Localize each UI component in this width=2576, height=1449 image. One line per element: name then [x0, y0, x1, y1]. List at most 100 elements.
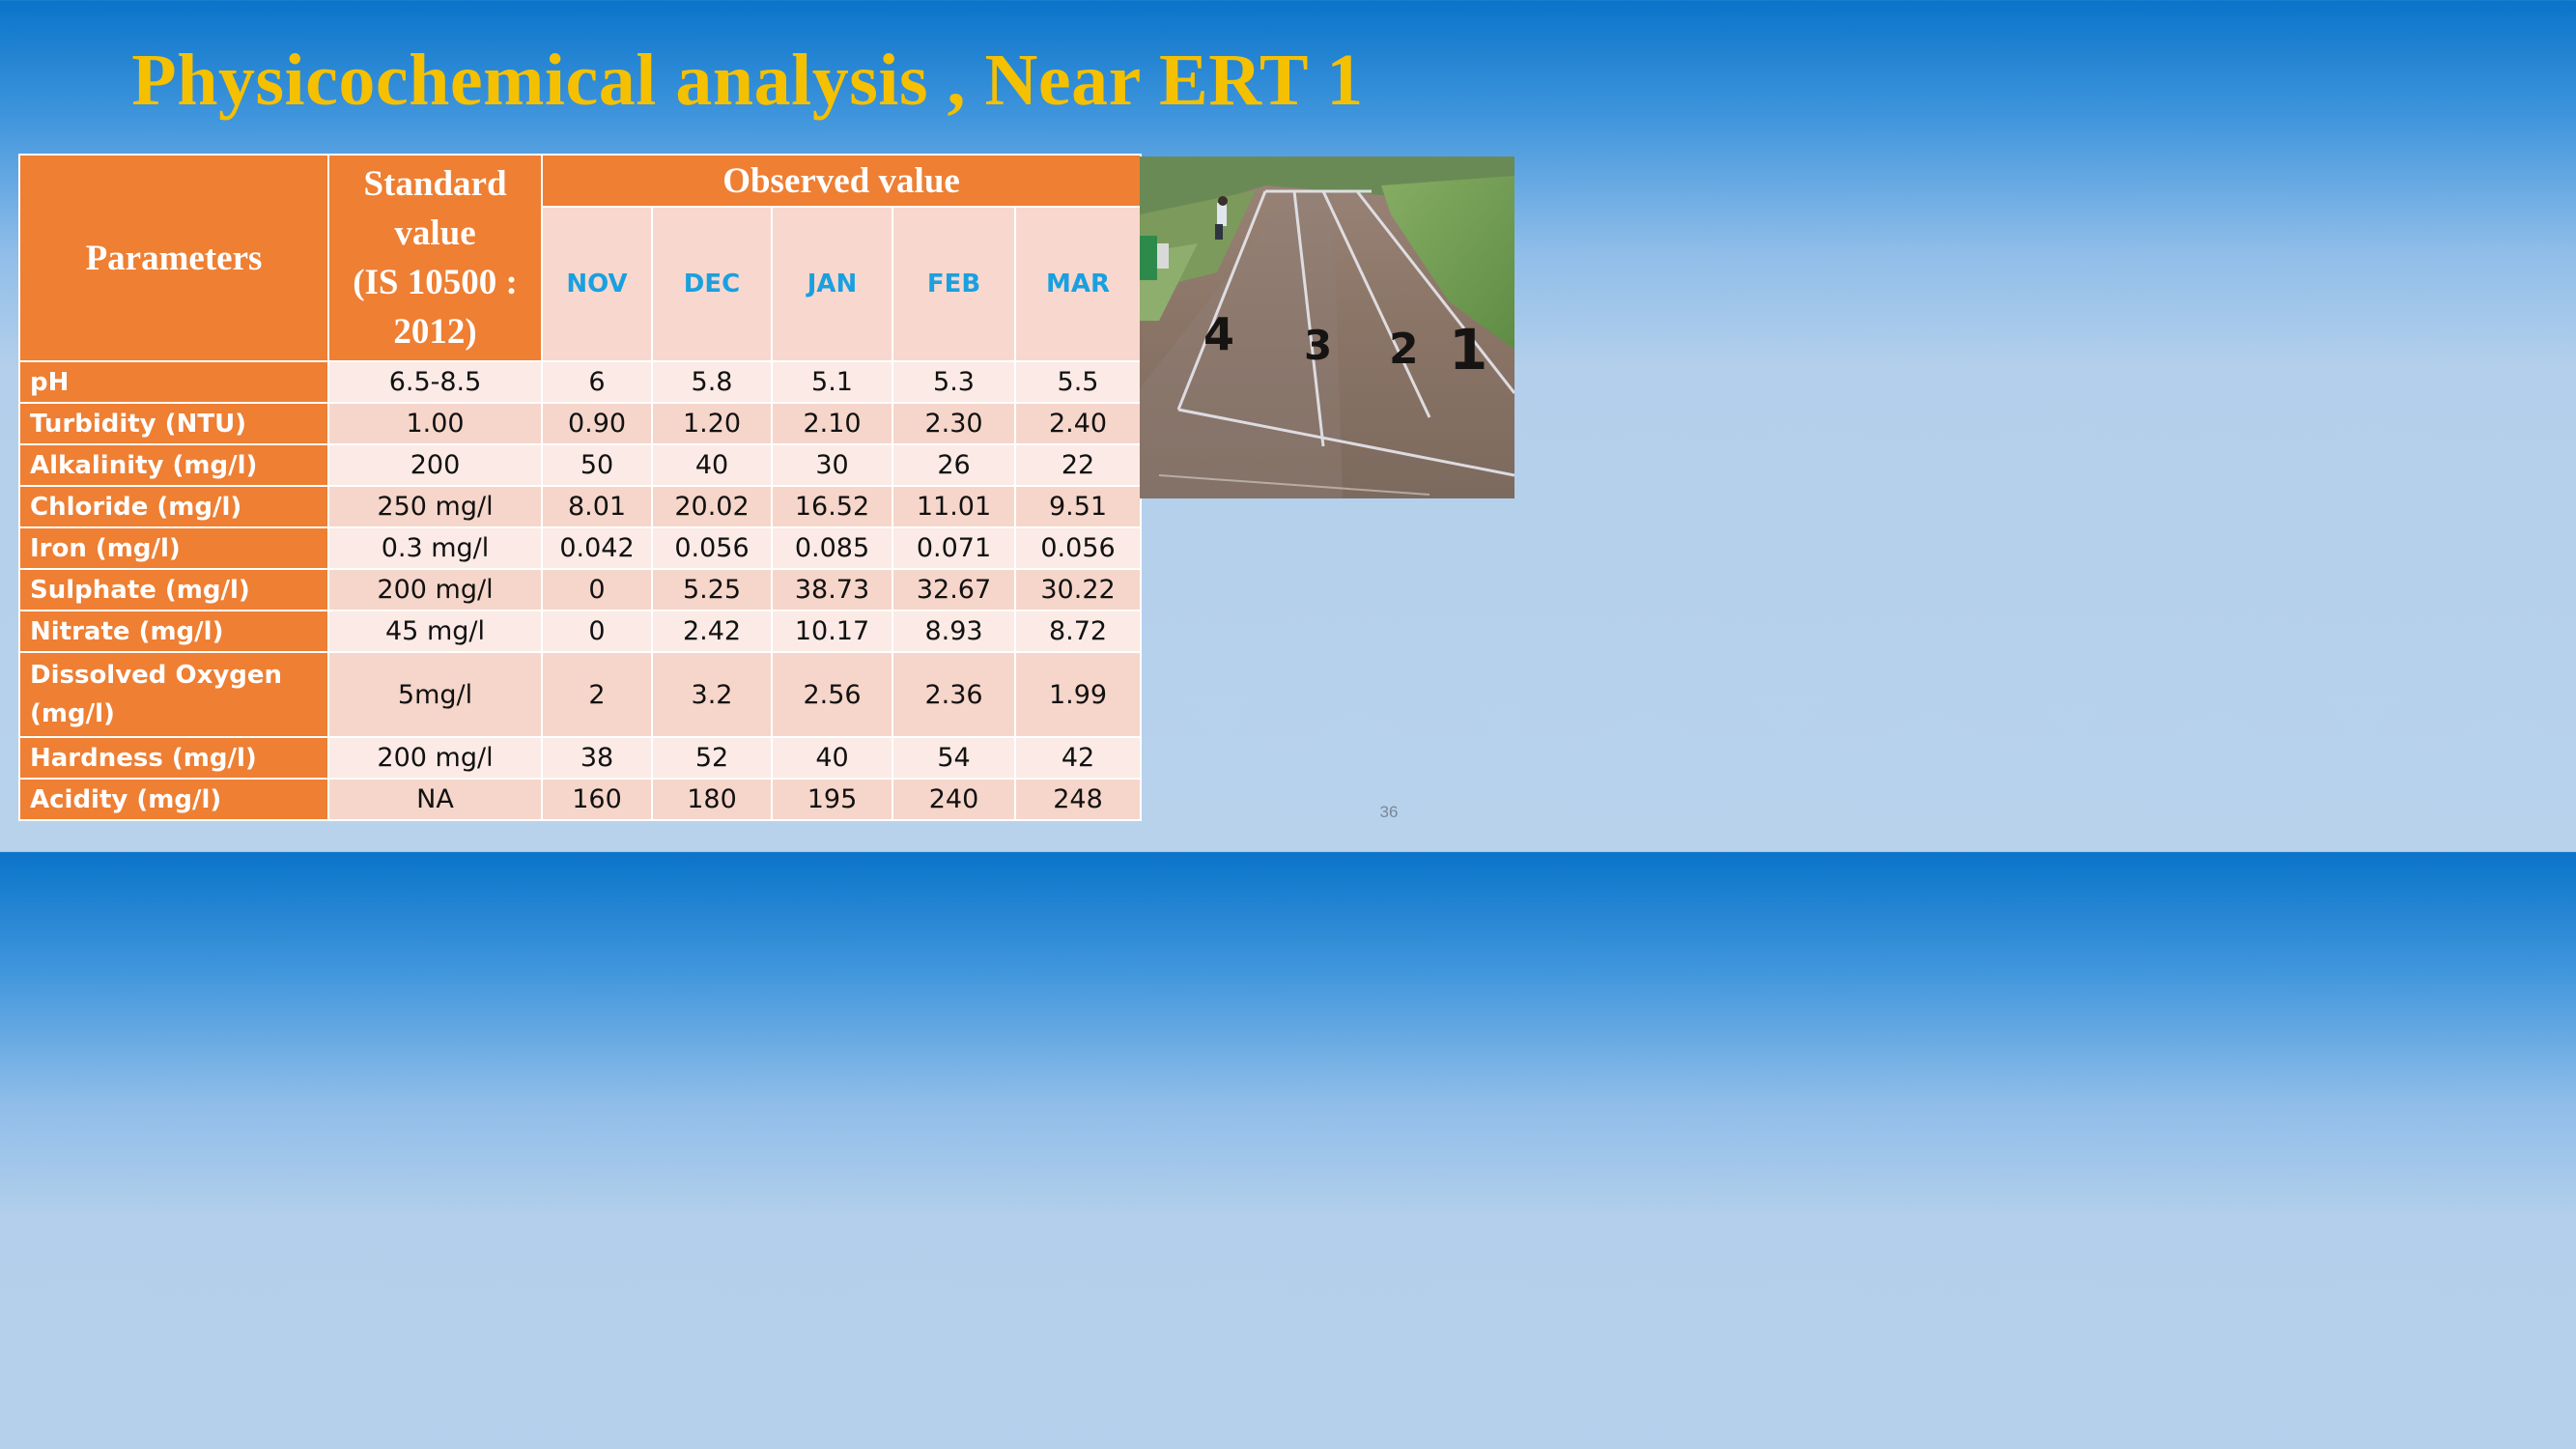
parameter-cell: Nitrate (mg/l) [18, 610, 329, 653]
standard-value-cell: 200 mg/l [327, 736, 543, 780]
table-row: Dissolved Oxygen (mg/l) 5mg/l 2 3.2 2.56 2.36 1… [18, 651, 1143, 738]
header-month-mar: MAR [1013, 206, 1143, 362]
observed-value-jan: 2.56 [771, 651, 893, 738]
observed-value-jan: 0.085 [771, 526, 893, 570]
parameter-cell: Dissolved Oxygen (mg/l) [18, 651, 329, 738]
observed-value-nov: 0.042 [541, 526, 653, 570]
table-row: Turbidity (NTU) 1.00 0.90 1.20 2.10 2.30 2.40 [18, 402, 1143, 445]
table-row: Sulphate (mg/l) 200 mg/l 0 5.25 38.73 32.67 30… [18, 568, 1143, 611]
observed-value-dec: 20.02 [651, 485, 773, 528]
parameter-name: Turbidity (NTU) [30, 409, 247, 439]
parameter-cell: Turbidity (NTU) [18, 402, 329, 445]
person-figure [1215, 196, 1228, 240]
parameter-name: Dissolved Oxygen [30, 661, 283, 690]
observed-value-nov: 6 [541, 360, 653, 404]
observed-value-feb: 240 [892, 778, 1016, 821]
parameter-cell: Chloride (mg/l) [18, 485, 329, 528]
standard-value-cell: 200 mg/l [327, 568, 543, 611]
bin-icon [1140, 236, 1157, 280]
observed-value-dec: 40 [651, 443, 773, 487]
parameter-name: Alkalinity (mg/l) [30, 450, 258, 480]
observed-value-feb: 2.30 [892, 402, 1016, 445]
observed-value-mar: 0.056 [1013, 526, 1143, 570]
plot-label-3: 3 [1304, 322, 1332, 369]
slide-number: 36 [1379, 803, 1399, 821]
plot-label-1: 1 [1449, 317, 1487, 383]
table-row: Alkalinity (mg/l) 200 50 40 30 26 22 [18, 443, 1143, 487]
observed-value-dec: 52 [651, 736, 773, 780]
parameter-name: Nitrate (mg/l) [30, 616, 224, 646]
observed-value-feb: 32.67 [892, 568, 1016, 611]
table-row: Hardness (mg/l) 200 mg/l 38 52 40 54 42 [18, 736, 1143, 780]
observed-value-mar: 9.51 [1013, 485, 1143, 528]
header-observed-value: Observed value [540, 154, 1143, 208]
table-row: Nitrate (mg/l) 45 mg/l 0 2.42 10.17 8.93 8.72 [18, 610, 1143, 653]
header-standard-value: Standard value (IS 10500 : 2012) [327, 154, 543, 362]
observed-value-nov: 38 [541, 736, 653, 780]
observed-value-jan: 195 [771, 778, 893, 821]
observed-value-mar: 42 [1013, 736, 1143, 780]
observed-value-jan: 30 [771, 443, 893, 487]
standard-value-cell: 45 mg/l [327, 610, 543, 653]
table-row: Iron (mg/l) 0.3 mg/l 0.042 0.056 0.085 0.071 0… [18, 526, 1143, 570]
parameter-cell: Alkalinity (mg/l) [18, 443, 329, 487]
parameter-name: pH [30, 367, 70, 397]
standard-value-cell: NA [327, 778, 543, 821]
observed-value-dec: 3.2 [651, 651, 773, 738]
header-month-nov: NOV [541, 206, 653, 362]
observed-value-feb: 26 [892, 443, 1016, 487]
standard-value-cell: 6.5-8.5 [327, 360, 543, 404]
observed-value-jan: 2.10 [771, 402, 893, 445]
header-parameters: Parameters [18, 154, 329, 362]
observed-value-nov: 0.90 [541, 402, 653, 445]
header-month-dec: DEC [651, 206, 773, 362]
parameter-cell: Hardness (mg/l) [18, 736, 329, 780]
observed-value-nov: 8.01 [541, 485, 653, 528]
observed-value-jan: 5.1 [771, 360, 893, 404]
parameter-name: Sulphate (mg/l) [30, 575, 250, 605]
parameter-cell: pH [18, 360, 329, 404]
table-row: pH 6.5-8.5 6 5.8 5.1 5.3 5.5 [18, 360, 1143, 404]
parameter-name: Iron (mg/l) [30, 533, 181, 563]
field-plots-photo: 4 3 2 1 [1140, 156, 1514, 498]
observed-value-nov: 2 [541, 651, 653, 738]
observed-value-nov: 50 [541, 443, 653, 487]
standard-value-cell: 0.3 mg/l [327, 526, 543, 570]
observed-value-jan: 40 [771, 736, 893, 780]
header-month-jan: JAN [771, 206, 893, 362]
standard-value-cell: 200 [327, 443, 543, 487]
observed-value-jan: 10.17 [771, 610, 893, 653]
observed-value-nov: 0 [541, 568, 653, 611]
observed-value-jan: 16.52 [771, 485, 893, 528]
observed-value-dec: 5.25 [651, 568, 773, 611]
parameter-cell: Iron (mg/l) [18, 526, 329, 570]
parameter-name: Hardness (mg/l) [30, 743, 257, 773]
observed-value-nov: 0 [541, 610, 653, 653]
parameter-name: Acidity (mg/l) [30, 784, 222, 814]
observed-value-jan: 38.73 [771, 568, 893, 611]
observed-value-dec: 1.20 [651, 402, 773, 445]
observed-value-feb: 5.3 [892, 360, 1016, 404]
observed-value-mar: 22 [1013, 443, 1143, 487]
observed-value-nov: 160 [541, 778, 653, 821]
slide-title: Physicochemical analysis , Near ERT 1 [131, 40, 1364, 121]
observed-value-mar: 248 [1013, 778, 1143, 821]
parameter-name: Chloride (mg/l) [30, 492, 242, 522]
observed-value-mar: 8.72 [1013, 610, 1143, 653]
plot-label-2: 2 [1389, 325, 1419, 374]
observed-value-dec: 5.8 [651, 360, 773, 404]
table-row: Acidity (mg/l) NA 160 180 195 240 248 [18, 778, 1143, 821]
observed-value-dec: 0.056 [651, 526, 773, 570]
standard-value-cell: 1.00 [327, 402, 543, 445]
observed-value-mar: 1.99 [1013, 651, 1143, 738]
field-photo-illustration: 4 3 2 1 [1140, 156, 1514, 498]
observed-value-mar: 5.5 [1013, 360, 1143, 404]
observed-value-mar: 2.40 [1013, 402, 1143, 445]
table-row: Chloride (mg/l) 250 mg/l 8.01 20.02 16.52 11.… [18, 485, 1143, 528]
observed-value-feb: 2.36 [892, 651, 1016, 738]
observed-value-feb: 11.01 [892, 485, 1016, 528]
parameter-cell: Acidity (mg/l) [18, 778, 329, 821]
analysis-table: Parameters Standard value (IS 10500 : 20… [18, 154, 1143, 821]
observed-value-mar: 30.22 [1013, 568, 1143, 611]
observed-value-feb: 8.93 [892, 610, 1016, 653]
